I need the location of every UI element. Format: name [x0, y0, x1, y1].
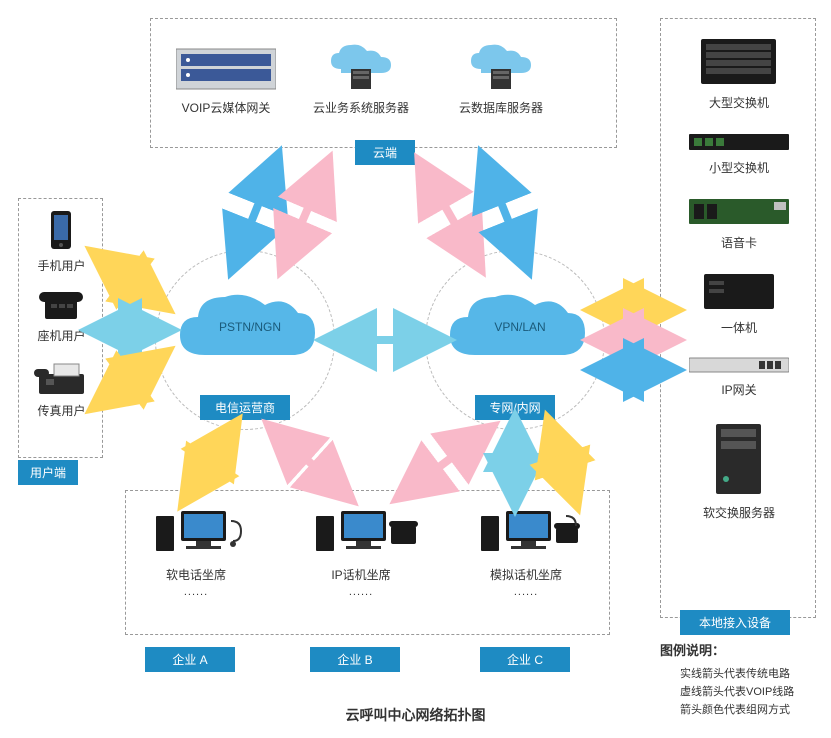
- small-switch-icon: [689, 129, 789, 157]
- vpn-tag: 专网/内网: [475, 395, 555, 420]
- user-item-label: 传真用户: [19, 402, 104, 419]
- enterprise-tag: 企业 C: [480, 647, 570, 672]
- legend-line: 虚线箭头代表VOIP线路: [680, 683, 825, 701]
- legend-line: 实线箭头代表传统电路: [680, 665, 825, 683]
- workstation-icon: [476, 506, 586, 564]
- cloud-item-label: 云业务系统服务器: [306, 99, 416, 116]
- cloud-tag: 云端: [355, 140, 415, 165]
- local-item-label: 大型交换机: [661, 94, 817, 111]
- big-switch-icon: [696, 34, 781, 92]
- cloud-server-icon: [461, 39, 541, 94]
- ip-gateway-icon: [689, 354, 789, 379]
- mobile-icon: [46, 209, 76, 257]
- local-item-label: IP网关: [661, 381, 817, 398]
- local-item-label: 软交换服务器: [661, 504, 817, 521]
- soft-server-icon: [711, 419, 766, 502]
- dots: ......: [471, 586, 581, 598]
- local-item-label: 一体机: [661, 319, 817, 336]
- dots: ......: [306, 586, 416, 598]
- local-item-label: 语音卡: [661, 234, 817, 251]
- rack-server-icon: [176, 44, 276, 94]
- local-panel: 大型交换机 小型交换机 语音卡 一体机 IP网关 软交换服务器: [660, 18, 816, 618]
- enterprise-item-label: 软电话坐席: [141, 566, 251, 583]
- aio-box-icon: [699, 269, 779, 317]
- cloud-panel: VOIP云媒体网关 云业务系统服务器 云数据库服务器: [150, 18, 617, 148]
- local-tag: 本地接入设备: [680, 610, 790, 635]
- user-item-label: 手机用户: [19, 257, 104, 274]
- cloud-item-label: VOIP云媒体网关: [166, 99, 286, 116]
- user-panel: 手机用户 座机用户 传真用户: [18, 198, 103, 458]
- dots: ......: [141, 586, 251, 598]
- enterprise-tag: 企业 A: [145, 647, 235, 672]
- pstn-label: PSTN/NGN: [210, 320, 290, 334]
- workstation-icon: [311, 506, 421, 564]
- fax-icon: [34, 359, 89, 402]
- enterprise-item-label: 模拟话机坐席: [471, 566, 581, 583]
- local-item-label: 小型交换机: [661, 159, 817, 176]
- user-item-label: 座机用户: [19, 327, 104, 344]
- enterprise-tag: 企业 B: [310, 647, 400, 672]
- pstn-tag: 电信运营商: [200, 395, 290, 420]
- workstation-icon: [151, 506, 246, 564]
- enterprise-item-label: IP话机坐席: [306, 566, 416, 583]
- page-title: 云呼叫中心网络拓扑图: [0, 705, 831, 725]
- legend-title: 图例说明：: [660, 640, 825, 659]
- cloud-server-icon: [321, 39, 401, 94]
- enterprise-panel: 软电话坐席 ...... IP话机坐席 ...... 模拟话机坐席 ......: [125, 490, 610, 635]
- cloud-item-label: 云数据库服务器: [446, 99, 556, 116]
- user-tag: 用户端: [18, 460, 78, 485]
- deskphone-icon: [37, 284, 85, 327]
- voice-card-icon: [689, 194, 789, 232]
- vpn-label: VPN/LAN: [480, 320, 560, 334]
